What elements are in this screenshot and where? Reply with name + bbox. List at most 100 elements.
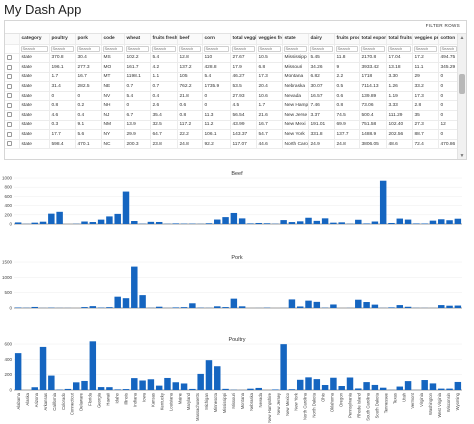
bar[interactable]	[446, 305, 453, 308]
bar[interactable]	[288, 299, 296, 308]
bar[interactable]	[255, 222, 262, 224]
table-cell[interactable]: 102.2	[124, 53, 151, 64]
table-cell[interactable]: 137.7	[334, 129, 360, 140]
table-cell[interactable]: 1718	[359, 72, 387, 83]
bar[interactable]	[189, 303, 196, 308]
table-cell[interactable]: 27.93	[230, 91, 257, 102]
table-cell[interactable]: NE	[101, 81, 125, 92]
bar[interactable]	[404, 219, 412, 224]
table-cell[interactable]: Missouri	[282, 62, 309, 73]
table-cell[interactable]: 32.5	[150, 120, 178, 131]
bar[interactable]	[371, 221, 379, 224]
table-cell[interactable]: 6.7	[124, 110, 151, 121]
table-cell[interactable]: 6.82	[308, 72, 335, 83]
table-cell[interactable]: Nebraska	[282, 81, 309, 92]
bar[interactable]	[363, 382, 370, 390]
bar[interactable]	[454, 305, 462, 308]
column-search-input[interactable]: Search	[231, 45, 255, 52]
table-cell[interactable]: 345.29	[438, 62, 459, 73]
bar[interactable]	[396, 305, 404, 308]
table-cell[interactable]: 0.4	[75, 110, 102, 121]
bar[interactable]	[238, 218, 246, 224]
table-cell[interactable]: 1.7	[49, 72, 76, 83]
bar[interactable]	[454, 381, 462, 390]
table-cell[interactable]: 88.7	[412, 129, 439, 140]
bar[interactable]	[429, 220, 437, 224]
table-cell[interactable]: state	[19, 129, 50, 140]
bar[interactable]	[413, 223, 420, 224]
table-cell[interactable]: 7114.13	[359, 81, 387, 92]
table-cell[interactable]: 5.6	[75, 129, 102, 140]
bar[interactable]	[164, 377, 171, 390]
table-row[interactable]: state 17.7 5.6 NY 29.9 64.7 22.2 106.1 143.37 54.…	[5, 129, 459, 140]
table-cell[interactable]: 105	[177, 72, 203, 83]
table-cell[interactable]: 1198.1	[124, 72, 151, 83]
bar[interactable]	[404, 306, 412, 308]
bar[interactable]	[31, 387, 38, 390]
table-cell[interactable]: 10.6	[256, 91, 283, 102]
table-cell[interactable]: 1.7	[256, 100, 283, 112]
table-cell[interactable]: 9	[334, 62, 360, 73]
column-search-input[interactable]: Search	[387, 45, 411, 52]
table-cell[interactable]: 43.99	[230, 120, 257, 131]
table-cell[interactable]: 191.01	[308, 120, 335, 131]
column-header[interactable]: cotton	[438, 34, 459, 45]
table-cell[interactable]: 3933.42	[359, 62, 387, 73]
bar[interactable]	[155, 306, 163, 308]
table-cell[interactable]: 2.2	[334, 72, 360, 83]
table-cell[interactable]: 110	[202, 53, 231, 64]
column-header[interactable]: total fruits	[386, 34, 413, 45]
bar[interactable]	[255, 387, 262, 390]
table-cell[interactable]: 0.3	[49, 120, 76, 131]
table-cell[interactable]: 0	[438, 72, 459, 83]
table-cell[interactable]: 1.1	[150, 72, 178, 83]
table-cell[interactable]: state	[19, 110, 50, 121]
table-cell[interactable]: 4.2	[150, 62, 178, 73]
column-search-input[interactable]: Search	[20, 45, 48, 52]
table-cell[interactable]: 470.1	[75, 139, 102, 150]
table-cell[interactable]: 0	[438, 110, 459, 121]
bar[interactable]	[338, 222, 345, 224]
bar[interactable]	[89, 306, 97, 308]
filter-rows-button[interactable]: FILTER ROWS	[425, 23, 460, 28]
bar[interactable]	[214, 366, 221, 390]
table-row[interactable]: state 0.3 9.1 NM 13.9 32.5 117.2 11.2 43.99 16.7 N…	[5, 120, 459, 131]
bar[interactable]	[139, 380, 146, 390]
column-search-input[interactable]: Search	[125, 45, 149, 52]
table-cell[interactable]: 24.9	[308, 139, 335, 150]
bar[interactable]	[296, 306, 304, 308]
table-cell[interactable]: 117.2	[177, 120, 203, 131]
bar[interactable]	[122, 389, 130, 390]
table-cell[interactable]: 11.2	[202, 120, 231, 131]
table-cell[interactable]: New Mexi	[282, 120, 309, 131]
bar[interactable]	[106, 216, 113, 224]
table-cell[interactable]: 29.9	[124, 129, 151, 140]
bar[interactable]	[288, 389, 296, 390]
column-header[interactable]: category	[19, 34, 50, 45]
scroll-down-icon[interactable]: ▼	[459, 153, 465, 159]
bar[interactable]	[321, 385, 329, 390]
bar[interactable]	[363, 302, 370, 308]
table-cell[interactable]: 34.26	[308, 62, 335, 73]
table-cell[interactable]: 16.7	[75, 72, 102, 83]
table-cell[interactable]: 1.26	[386, 81, 413, 92]
table-cell[interactable]: state	[19, 81, 50, 92]
bar[interactable]	[379, 387, 387, 390]
table-cell[interactable]: 17.04	[386, 53, 413, 64]
table-cell[interactable]: 282.5	[75, 81, 102, 92]
bar[interactable]	[288, 222, 296, 224]
row-checkbox[interactable]	[7, 64, 12, 70]
bar[interactable]	[222, 388, 229, 390]
table-cell[interactable]: 64.7	[150, 129, 178, 140]
table-cell[interactable]: 72.4	[412, 139, 439, 150]
bar[interactable]	[172, 307, 180, 308]
column-header[interactable]: beef	[177, 34, 203, 45]
bar[interactable]	[238, 306, 246, 308]
column-header[interactable]: wheat	[124, 34, 151, 45]
table-cell[interactable]: state	[19, 120, 50, 131]
table-cell[interactable]: 1.19	[386, 91, 413, 102]
table-cell[interactable]: 2170.8	[359, 53, 387, 64]
table-cell[interactable]: 5.4	[202, 72, 231, 83]
row-checkbox[interactable]	[7, 93, 12, 99]
bar[interactable]	[330, 304, 337, 308]
